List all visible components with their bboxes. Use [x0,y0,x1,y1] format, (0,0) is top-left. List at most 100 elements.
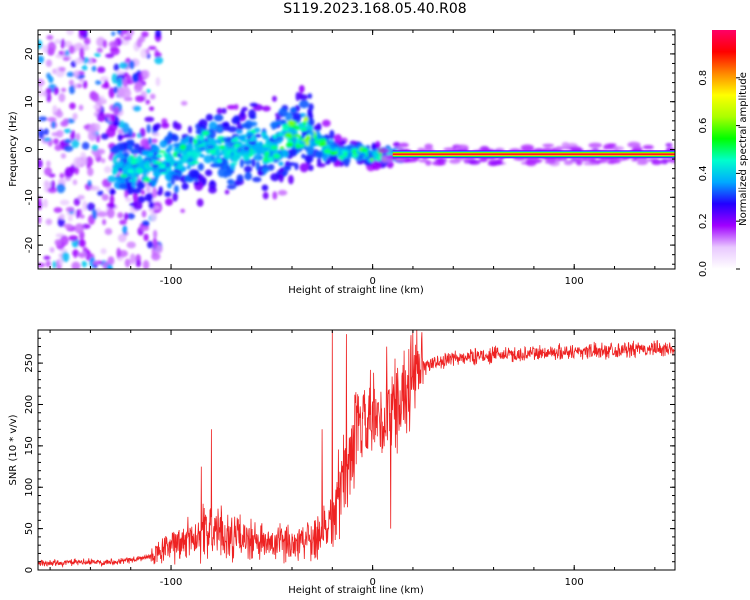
spectrogram-cell [299,99,310,109]
spectrogram-cell [338,150,343,156]
spectrogram-cell [267,163,275,171]
spectrogram-cell [269,122,279,128]
spectrogram-cell [106,264,113,269]
spectrogram-cell [148,45,157,51]
spectrogram-cell [152,187,158,199]
spectrogram-cell [100,76,109,82]
spectrogram-cell [371,160,382,171]
spectrogram-cell [305,141,310,146]
spectrogram-cell [51,132,60,137]
spectrogram-cell [294,125,300,131]
spectrogram-cell [95,186,100,191]
spectrogram-cell [272,191,278,200]
spectrogram-cell [42,44,48,54]
snr-x-tick-label: 100 [565,577,584,588]
spectrogram-cell [43,137,51,142]
spectrogram-cell [143,177,151,183]
spectrogram-cell [129,253,136,265]
spectrogram-cell [268,156,274,163]
spectrogram-cell [375,141,381,150]
spectrogram-cell [75,132,81,141]
spectrogram-cell [91,92,100,103]
spectrogram-cell [140,189,146,195]
spectrogram-cell [140,138,150,148]
spectrogram-cell [305,135,312,141]
spectrogram-cell [67,216,73,222]
spectrogram-cell [53,138,59,145]
spectrogram-cell [289,136,293,140]
spectrogram-cell [140,163,146,170]
spectrogram-cell [208,121,218,131]
spectrogram-cell [313,134,318,141]
spectrogram-cell [141,210,147,218]
spectrogram-cell [304,154,314,164]
spectrogram-cell [180,150,185,155]
colorbar: 0.0 0.2 0.4 0.6 0.8 Normalized spectral ampl… [698,30,749,277]
spectrogram-cell [261,167,270,173]
spectrogram-cell [240,108,245,119]
spectrogram-cell [113,86,119,94]
spectrogram-cell [126,139,135,144]
spectrogram-cell [239,158,244,169]
spectrogram-cell [117,233,127,243]
spectrogram-cell [173,184,179,194]
spectrogram-cell [199,154,205,158]
spectrogram-cell [246,132,254,137]
spectrogram-cell [249,149,253,152]
spectrogram-cell [86,202,96,211]
spectrogram-cell [313,125,321,131]
spectrogram-cell [68,235,79,242]
spectrogram-cell [563,160,573,166]
spectrogram-cell [127,156,133,163]
spectrogram-cell [56,183,66,194]
spectrogram-cell [221,121,230,127]
spectrogram-cell [204,169,213,177]
spectrogram-cell [186,158,194,163]
spectrogram-cell [259,157,263,160]
spectrogram-cell [73,198,81,206]
spectrogram-cell [175,122,182,131]
spectrogram-cell [71,261,81,269]
spectrogram-cell [136,38,143,48]
spectrogram-cell [248,140,257,146]
spectrogram-cell [166,182,172,189]
spectrogram-cell [74,223,84,234]
spectrogram-cell [151,164,160,168]
spectrogram-cell [54,239,62,246]
spectrogram-cell [174,135,179,142]
spectrogram-cell [186,165,191,170]
spectrogram-cell [142,151,149,156]
spectrogram-cell [50,180,56,190]
spectrogram-cell [96,111,106,123]
spectrogram-cell [203,155,213,164]
spectrogram-cell [262,134,269,140]
snr-y-tick-label: 100 [24,478,35,497]
spectrogram-cell [329,154,339,163]
spectrogram-cell [116,70,125,75]
spectrogram-cell [236,174,244,182]
spectrogram-cell [217,167,226,178]
spectrogram-cell [555,146,564,151]
spectrogram-cell [193,138,198,145]
spectrogram-cell [58,66,66,72]
spectrogram-cell [109,189,116,195]
snr-y-axis-label: SNR (10 * v/v) [8,414,19,485]
spectrogram-cell [146,124,151,134]
spectrogram-cell [113,106,120,116]
spectrogram-cell [418,159,429,163]
spectrogram-cell [87,130,97,142]
spectrogram-cell [122,170,126,176]
spectrogram-cell [104,227,113,236]
spectrogram-cell [270,145,278,150]
spectrogram-cell [152,132,160,137]
spectrogram-cell [65,206,75,213]
spectrogram-cell [468,159,481,165]
spectrogram-cell [146,154,151,158]
spectrogram-cell [262,105,271,112]
spectrogram-cell [287,125,294,128]
spectrogram-cell [88,125,97,133]
spectrogram-cell [583,162,597,166]
spectrogram-cell [128,60,135,70]
spectrogram-cell [48,76,54,84]
spectrogram-cell [182,155,189,162]
